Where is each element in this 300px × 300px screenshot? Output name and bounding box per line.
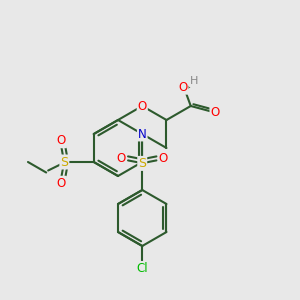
- Text: O: O: [178, 81, 188, 94]
- Text: S: S: [138, 157, 146, 170]
- Text: O: O: [116, 152, 126, 165]
- Text: O: O: [57, 134, 66, 147]
- Text: S: S: [60, 155, 68, 169]
- Text: O: O: [159, 152, 168, 165]
- Text: O: O: [57, 177, 66, 190]
- Text: Cl: Cl: [136, 262, 148, 275]
- Text: N: N: [138, 128, 147, 140]
- Text: O: O: [210, 106, 220, 119]
- Text: H: H: [190, 76, 198, 86]
- Text: O: O: [138, 100, 147, 112]
